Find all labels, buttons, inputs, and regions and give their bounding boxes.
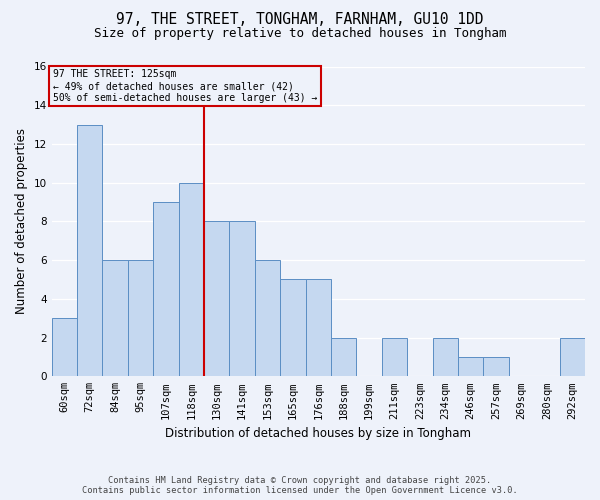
Text: Contains HM Land Registry data © Crown copyright and database right 2025.
Contai: Contains HM Land Registry data © Crown c… xyxy=(82,476,518,495)
Bar xyxy=(560,338,585,376)
Text: Size of property relative to detached houses in Tongham: Size of property relative to detached ho… xyxy=(94,28,506,40)
Bar xyxy=(484,357,509,376)
Text: 97, THE STREET, TONGHAM, FARNHAM, GU10 1DD: 97, THE STREET, TONGHAM, FARNHAM, GU10 1… xyxy=(116,12,484,28)
Bar xyxy=(255,260,280,376)
Text: 97 THE STREET: 125sqm
← 49% of detached houses are smaller (42)
50% of semi-deta: 97 THE STREET: 125sqm ← 49% of detached … xyxy=(53,70,317,102)
Bar xyxy=(179,182,204,376)
Bar xyxy=(52,318,77,376)
X-axis label: Distribution of detached houses by size in Tongham: Distribution of detached houses by size … xyxy=(166,427,472,440)
Bar xyxy=(204,222,229,376)
Bar xyxy=(331,338,356,376)
Bar xyxy=(229,222,255,376)
Bar xyxy=(77,124,103,376)
Bar xyxy=(382,338,407,376)
Y-axis label: Number of detached properties: Number of detached properties xyxy=(15,128,28,314)
Bar xyxy=(103,260,128,376)
Bar xyxy=(433,338,458,376)
Bar xyxy=(458,357,484,376)
Bar xyxy=(280,280,305,376)
Bar xyxy=(305,280,331,376)
Bar xyxy=(153,202,179,376)
Bar xyxy=(128,260,153,376)
